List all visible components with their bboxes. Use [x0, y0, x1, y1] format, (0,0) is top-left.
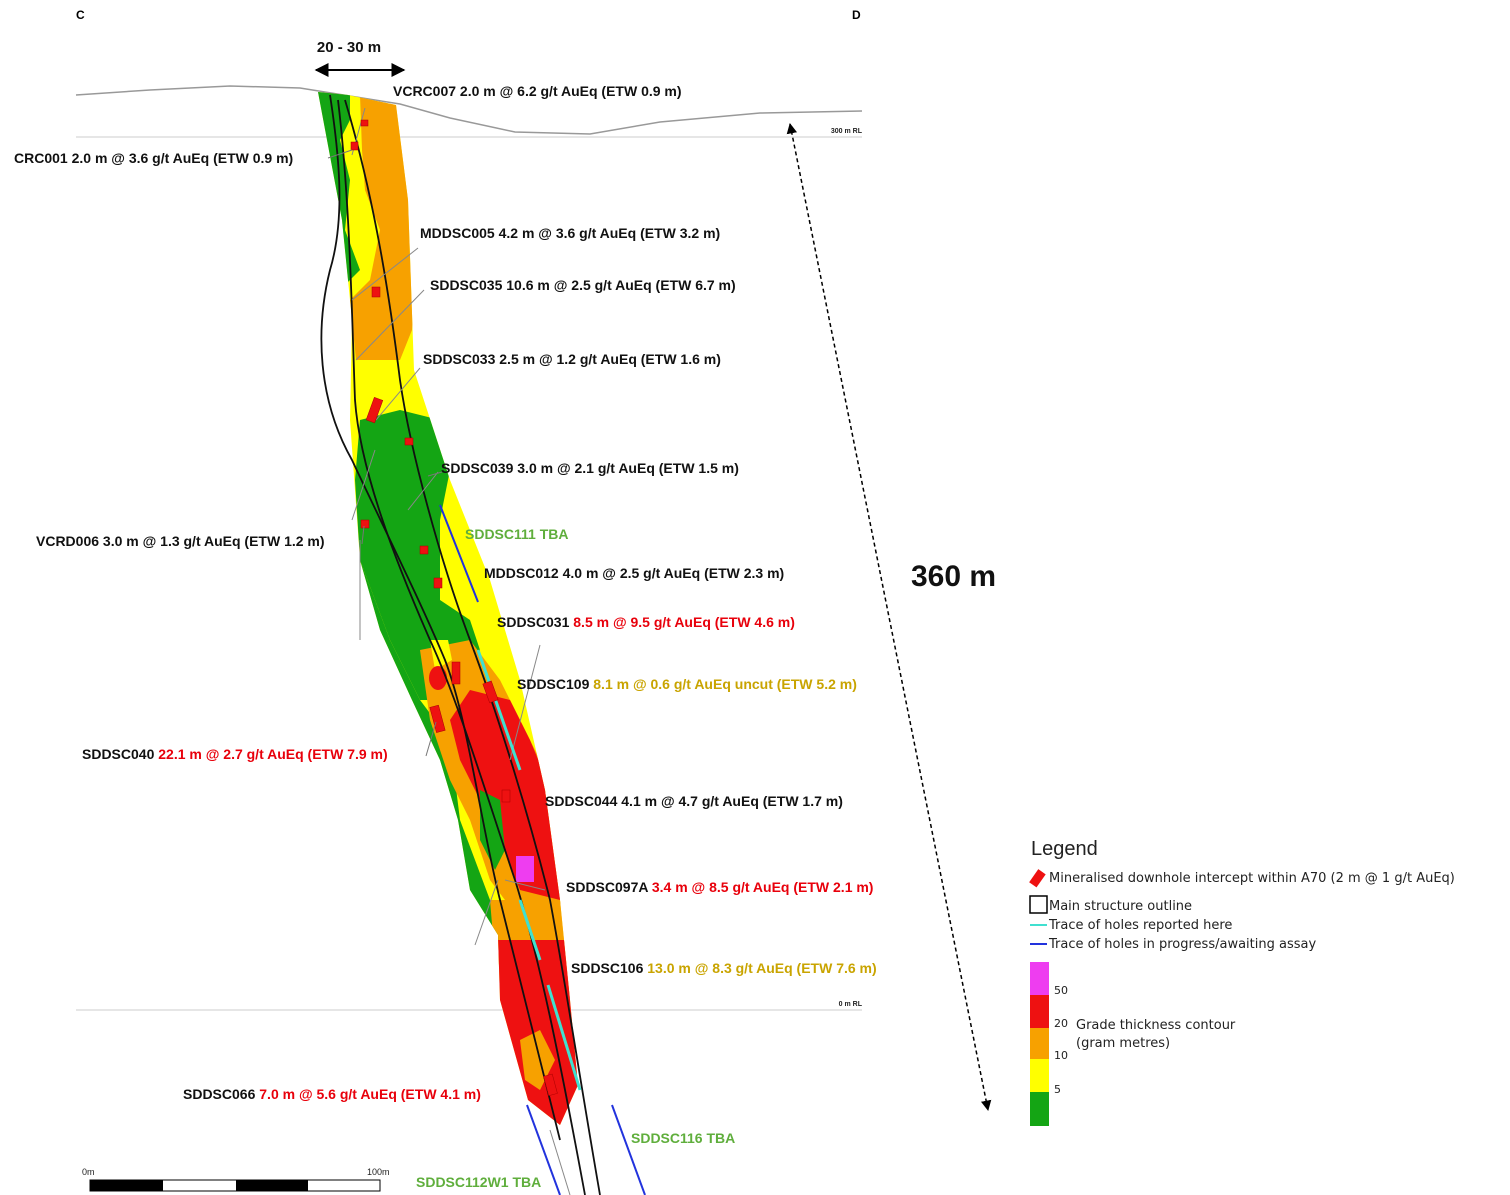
hole-trace-9 [504, 879, 546, 891]
intercept-marker [371, 286, 381, 298]
intercept-label-sddsc040: SDDSC040 22.1 m @ 2.7 g/t AuEq (ETW 7.9 … [82, 746, 388, 762]
intercept-marker [482, 680, 499, 704]
pending-label-sddsc111: SDDSC111 TBA [465, 526, 568, 542]
intercept-marker [429, 704, 446, 733]
reported-trace-2 [518, 899, 542, 961]
leader-line [427, 471, 443, 477]
pending-label-sddsc116: SDDSC116 TBA [631, 1130, 735, 1146]
structure-outline-east [344, 99, 601, 1195]
grade-green-middle [355, 410, 480, 700]
intercept-marker [360, 519, 370, 529]
legend-item-reported: Trace of holes reported here [1048, 918, 1232, 933]
pending-trace-sddsc116 [611, 1104, 646, 1195]
legend-grade-20 [1030, 995, 1049, 1028]
hole-trace-4 [375, 367, 421, 421]
hole-trace-3 [355, 289, 425, 361]
legend-grade-low [1030, 1092, 1049, 1126]
grade-red-blob [429, 666, 447, 690]
scale-bar: 0m 100m [82, 1167, 390, 1192]
leader-line [327, 149, 353, 159]
legend-outline-swatch [1029, 895, 1048, 914]
grade-orange-lens [520, 1030, 555, 1090]
pending-hole-traces [439, 504, 646, 1195]
leader-line [361, 525, 365, 545]
intercept-label-sddsc066: SDDSC066 7.0 m @ 5.6 g/t AuEq (ETW 4.1 m… [183, 1086, 481, 1102]
structure-outline-mid [337, 99, 586, 1195]
legend-tick-10: 10 [1054, 1049, 1068, 1062]
main-structure-outline [320, 94, 601, 1195]
intercept-labels: VCRC007 2.0 m @ 6.2 g/t AuEq (ETW 0.9 m)… [14, 83, 877, 1102]
intercept-label-sddsc035: SDDSC035 10.6 m @ 2.5 g/t AuEq (ETW 6.7 … [430, 277, 736, 293]
legend-tick-5: 5 [1054, 1083, 1061, 1096]
intercept-marker [419, 545, 429, 555]
intercept-label-sddsc109: SDDSC109 8.1 m @ 0.6 g/t AuEq uncut (ETW… [517, 676, 857, 692]
intercept-marker [360, 119, 369, 127]
hole-trace-8 [509, 644, 541, 761]
legend-contour-units: (gram metres) [1076, 1036, 1170, 1051]
intercept-label-sddsc031: SDDSC031 8.5 m @ 9.5 g/t AuEq (ETW 4.6 m… [497, 614, 795, 630]
hole-traces [351, 107, 571, 1195]
legend-item-intercept: Mineralised downhole intercept within A7… [1049, 871, 1455, 886]
leader-lines [327, 149, 443, 757]
legend-grade-50 [1030, 962, 1049, 995]
rl-300-label: 300 m RL [831, 128, 863, 135]
intercept-label-mddsc005: MDDSC005 4.2 m @ 3.6 g/t AuEq (ETW 3.2 m… [420, 225, 720, 241]
depth-label: 360 m [911, 560, 996, 593]
grade-green-inner [480, 790, 505, 870]
hole-trace-10 [474, 879, 499, 946]
intercept-label-sddsc106: SDDSC106 13.0 m @ 8.3 g/t AuEq (ETW 7.6 … [571, 960, 877, 976]
intercept-label-sddsc097a: SDDSC097A 3.4 m @ 8.5 g/t AuEq (ETW 2.1 … [566, 879, 873, 895]
scale-bar-start: 0m [82, 1167, 95, 1177]
reported-trace-1 [476, 649, 522, 771]
intercept-marker [451, 661, 461, 685]
scale-bar-segment [90, 1180, 163, 1191]
topography-line [75, 85, 863, 135]
section-marker-d: D [852, 8, 861, 22]
legend-grade-10 [1030, 1028, 1049, 1059]
intercept-marker [543, 1073, 558, 1097]
intercept-marker [365, 397, 384, 424]
intercept-label-vcrd006: VCRD006 3.0 m @ 1.3 g/t AuEq (ETW 1.2 m) [36, 533, 325, 549]
intercept-marker [404, 437, 414, 446]
reported-trace-3 [546, 984, 582, 1091]
grade-orange-upper [350, 95, 420, 360]
pending-label-sddsc112w1: SDDSC112W1 TBA [416, 1174, 541, 1190]
rl-0-label: 0 m RL [839, 1001, 863, 1008]
structure-outline-west [320, 94, 561, 1141]
intercept-label-mddsc012: MDDSC012 4.0 m @ 2.5 g/t AuEq (ETW 2.3 m… [484, 565, 784, 581]
intercept-markers [350, 119, 558, 1097]
scale-bar-end: 100m [367, 1167, 390, 1177]
scale-bar-segment [236, 1180, 308, 1191]
hole-trace-5 [407, 471, 439, 511]
hole-trace-7 [351, 449, 376, 521]
width-label: 20 - 30 m [317, 39, 381, 56]
legend: Legend Mineralised downhole intercept wi… [1029, 838, 1455, 1126]
intercept-label-sddsc039: SDDSC039 3.0 m @ 2.1 g/t AuEq (ETW 1.5 m… [441, 460, 739, 476]
legend-contour-label: Grade thickness contour [1076, 1018, 1236, 1033]
legend-title: Legend [1031, 838, 1098, 860]
intercept-marker [501, 789, 511, 803]
hole-trace-11 [549, 1129, 571, 1195]
intercept-label-vcrc007: VCRC007 2.0 m @ 6.2 g/t AuEq (ETW 0.9 m) [393, 83, 682, 99]
legend-item-pending: Trace of holes in progress/awaiting assa… [1048, 937, 1316, 952]
section-marker-c: C [76, 8, 85, 22]
intercept-label-crc001: CRC001 2.0 m @ 3.6 g/t AuEq (ETW 0.9 m) [14, 150, 293, 166]
legend-tick-20: 20 [1054, 1017, 1068, 1030]
hole-trace-2 [351, 247, 419, 301]
intercept-marker [350, 141, 359, 151]
reported-hole-traces [476, 649, 582, 1091]
pending-trace-sddsc112w1 [526, 1104, 561, 1195]
legend-intercept-swatch [1029, 869, 1046, 888]
intercept-marker [433, 577, 443, 589]
pending-trace-sddsc111 [439, 504, 479, 603]
grade-magenta-core [516, 856, 534, 882]
legend-tick-50: 50 [1054, 984, 1068, 997]
legend-grade-5 [1030, 1059, 1049, 1092]
intercept-label-sddsc033: SDDSC033 2.5 m @ 1.2 g/t AuEq (ETW 1.6 m… [423, 351, 721, 367]
leader-line [425, 721, 437, 757]
intercept-label-sddsc044: SDDSC044 4.1 m @ 4.7 g/t AuEq (ETW 1.7 m… [545, 793, 843, 809]
legend-item-outline: Main structure outline [1049, 899, 1192, 914]
